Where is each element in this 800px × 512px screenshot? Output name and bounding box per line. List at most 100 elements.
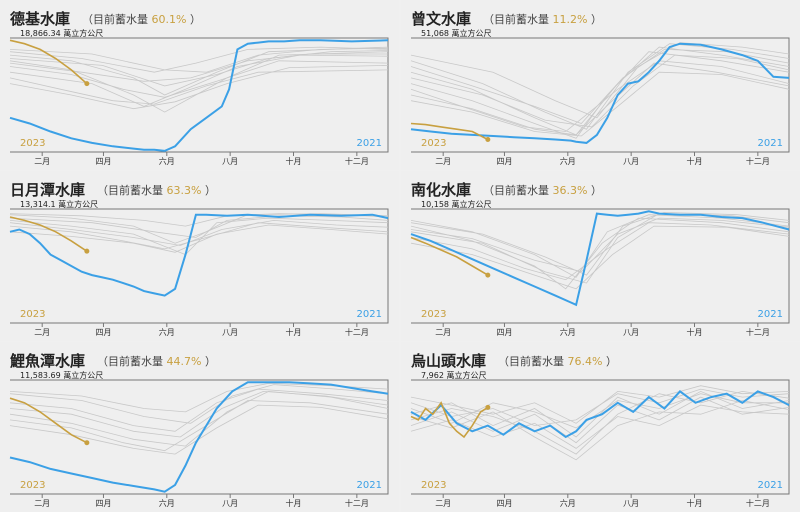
history-year-line [410, 385, 790, 424]
label-2023: 2023 [421, 138, 446, 149]
plot-frame [10, 208, 389, 324]
history-year-line [9, 390, 389, 447]
subtitle-prefix: （目前蓄水量 [498, 354, 568, 368]
month-tick-label: 二月 [435, 328, 451, 337]
month-tick-label: 八月 [623, 157, 639, 166]
reservoir-panel: 德基水庫 （目前蓄水量 60.1% ） 18,866.34 萬立方公尺 2023 202… [0, 0, 399, 170]
storage-subtitle: （目前蓄水量 76.4% ） [498, 354, 617, 368]
month-tick-label: 四月 [496, 328, 512, 337]
reservoir-chart: 德基水庫 （目前蓄水量 60.1% ） 18,866.34 萬立方公尺 2023 202… [9, 10, 389, 166]
label-2023: 2023 [421, 480, 446, 491]
month-tick-label: 十月 [687, 327, 703, 337]
month-tick-label: 十二月 [345, 498, 369, 508]
reservoir-chart: 烏山頭水庫 （目前蓄水量 76.4% ） 7,962 萬立方公尺 2023 2021 二月… [410, 352, 790, 508]
plot-frame [10, 379, 389, 495]
month-tick-label: 六月 [560, 327, 576, 337]
label-2021: 2021 [357, 309, 382, 320]
label-2023: 2023 [20, 480, 45, 491]
current-storage-pct: 36.3% [553, 184, 588, 197]
series-2021-line [9, 39, 389, 152]
series-2023-end-point [84, 81, 90, 87]
reservoir-chart: 日月潭水庫 （目前蓄水量 63.3% ） 13,314.1 萬立方公尺 2023 202… [9, 181, 389, 337]
series-2021-line [410, 390, 790, 439]
month-tick-label: 十二月 [345, 156, 369, 166]
history-year-line [9, 382, 389, 413]
month-tick-label: 二月 [34, 499, 50, 508]
subtitle-suffix: ） [186, 13, 201, 26]
history-year-line [9, 53, 388, 82]
month-tick-label: 六月 [159, 327, 175, 337]
series-2023-end-point [84, 248, 90, 254]
subtitle-prefix: （目前蓄水量 [97, 354, 167, 368]
capacity-label: 7,962 萬立方公尺 [421, 370, 486, 380]
storage-subtitle: （目前蓄水量 63.3% ） [97, 183, 216, 197]
history-year-line [9, 400, 389, 452]
history-year-line [9, 65, 389, 110]
series-2021-line [9, 381, 389, 493]
chart-title: 鯉魚潭水庫 [10, 352, 85, 370]
history-year-line [410, 225, 790, 290]
month-tick-label: 四月 [95, 328, 111, 337]
history-year-line [410, 54, 790, 128]
month-tick-label: 十月 [687, 498, 703, 508]
month-tick-label: 八月 [623, 328, 639, 337]
reservoir-panel: 日月潭水庫 （目前蓄水量 63.3% ） 13,314.1 萬立方公尺 2023 202… [0, 171, 399, 341]
series-2021-line [410, 42, 790, 144]
history-year-line [9, 60, 389, 98]
storage-subtitle: （目前蓄水量 60.1% ） [82, 12, 201, 26]
month-tick-label: 八月 [222, 499, 238, 508]
subtitle-suffix: ） [201, 184, 216, 197]
storage-subtitle: （目前蓄水量 11.2% ） [483, 12, 602, 26]
subtitle-suffix: ） [587, 184, 602, 197]
series-2023-line [9, 397, 88, 444]
history-year-line [410, 404, 790, 449]
series-2023-line [9, 39, 88, 85]
month-tick-label: 六月 [159, 498, 175, 508]
subtitle-prefix: （目前蓄水量 [82, 12, 152, 26]
history-year-line [410, 62, 790, 136]
month-tick-label: 四月 [496, 499, 512, 508]
reservoir-panel: 烏山頭水庫 （目前蓄水量 76.4% ） 7,962 萬立方公尺 2023 2021 二月… [401, 342, 800, 512]
current-storage-pct: 63.3% [167, 184, 202, 197]
history-year-line [9, 46, 389, 96]
history-year-line [410, 48, 790, 124]
history-year-line [410, 400, 790, 461]
label-2021: 2021 [758, 309, 783, 320]
series-2021-line [410, 210, 790, 307]
series-2023-end-point [485, 136, 491, 142]
reservoir-chart: 曾文水庫 （目前蓄水量 11.2% ） 51,068 萬立方公尺 2023 2021 二月… [410, 10, 790, 166]
month-tick-label: 六月 [159, 156, 175, 166]
chart-title: 德基水庫 [10, 10, 70, 28]
label-2021: 2021 [758, 480, 783, 491]
subtitle-suffix: ） [602, 355, 617, 368]
history-year-line [9, 215, 389, 238]
month-tick-label: 六月 [560, 156, 576, 166]
label-2021: 2021 [357, 480, 382, 491]
label-2023: 2023 [20, 138, 45, 149]
subtitle-suffix: ） [587, 13, 602, 26]
history-year-line [9, 219, 389, 246]
history-year-line [410, 60, 790, 132]
month-tick-label: 十月 [286, 156, 302, 166]
capacity-label: 51,068 萬立方公尺 [421, 28, 492, 38]
subtitle-prefix: （目前蓄水量 [483, 12, 553, 26]
month-tick-label: 二月 [34, 157, 50, 166]
label-2023: 2023 [421, 309, 446, 320]
month-tick-label: 二月 [435, 499, 451, 508]
current-storage-pct: 44.7% [167, 355, 202, 368]
series-2023-end-point [485, 272, 491, 278]
reservoir-panel: 南化水庫 （目前蓄水量 36.3% ） 10,158 萬立方公尺 2023 2021 二月… [401, 171, 800, 341]
month-tick-label: 八月 [623, 499, 639, 508]
history-year-line [410, 46, 790, 136]
month-tick-label: 十二月 [746, 498, 770, 508]
month-tick-label: 二月 [34, 328, 50, 337]
storage-subtitle: （目前蓄水量 44.7% ） [97, 354, 216, 368]
history-year-line [9, 47, 389, 73]
history-year-line [9, 390, 389, 438]
history-year-line [9, 50, 389, 87]
history-year-line [9, 384, 389, 424]
plot-frame [10, 37, 389, 153]
plot-frame [411, 37, 790, 153]
plot-frame [411, 379, 790, 495]
